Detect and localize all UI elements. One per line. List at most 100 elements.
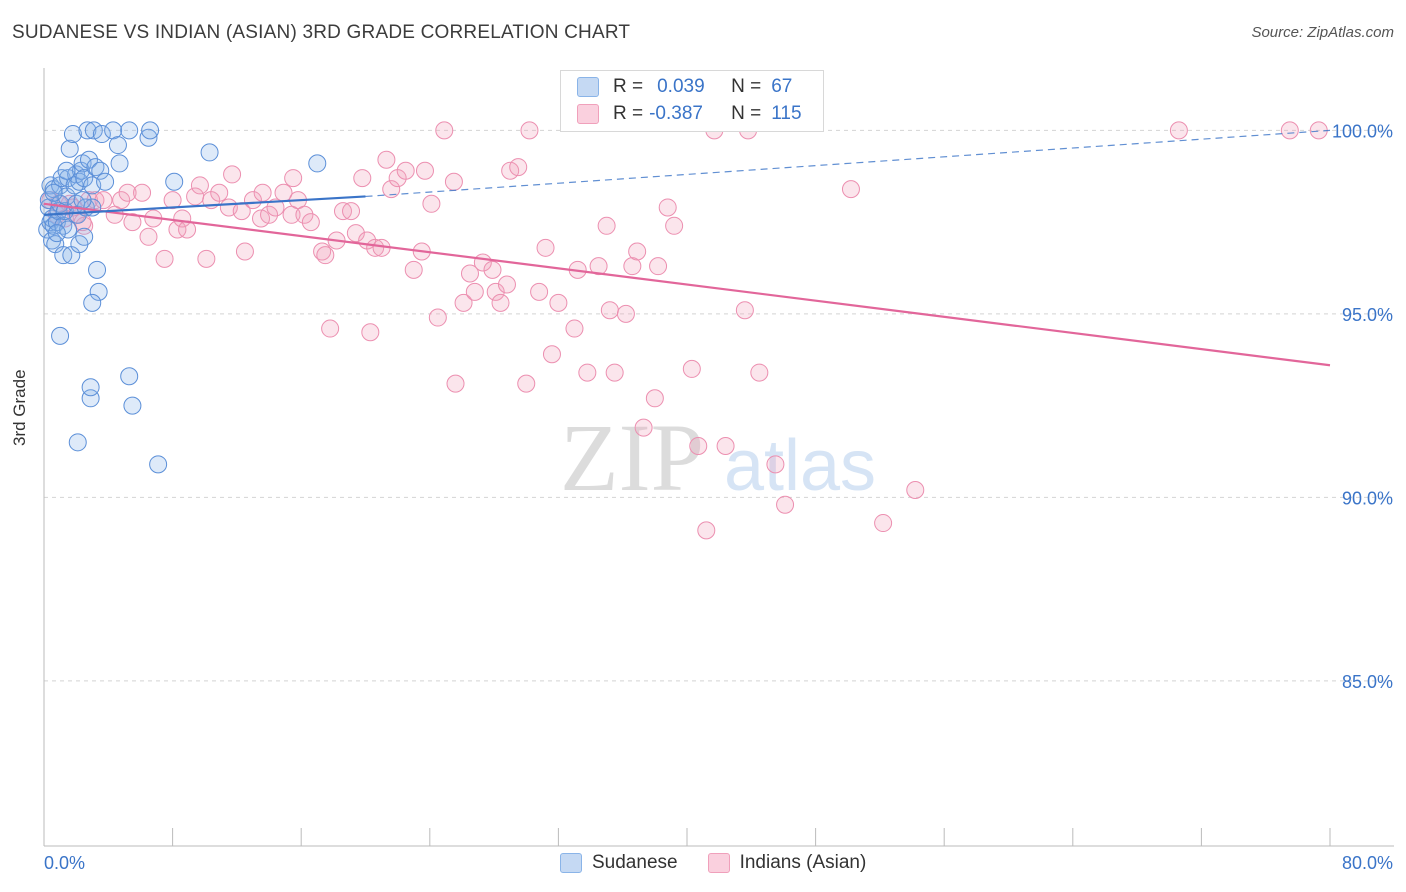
indian-point-104	[766, 455, 785, 474]
indian-point-50	[361, 323, 380, 342]
sudanese-trend-extension	[365, 129, 1331, 198]
indian-point-81	[565, 319, 584, 338]
indian-point-8	[94, 191, 113, 210]
indian-point-63	[444, 172, 463, 191]
indian-point-22	[190, 176, 209, 195]
indian-point-89	[623, 257, 642, 276]
sudanese-point-43	[91, 161, 110, 180]
sudanese-point-60	[68, 433, 87, 452]
sudanese-point-21	[60, 139, 79, 158]
indian-point-96	[682, 359, 701, 378]
indian-point-47	[346, 224, 365, 243]
indian-swatch	[577, 104, 599, 124]
indian-point-33	[260, 205, 279, 224]
sudanese-point-36	[80, 150, 99, 169]
sudanese-legend-label: Sudanese	[592, 852, 678, 873]
indian-point-59	[415, 161, 434, 180]
indian-legend-label: Indians (Asian)	[739, 852, 867, 873]
indian-legend-swatch	[707, 853, 730, 873]
sudanese-point-52	[165, 172, 184, 191]
sudanese-point-54	[308, 154, 327, 173]
indian-point-39	[295, 205, 314, 224]
indian-point-80	[549, 293, 568, 312]
indian-point-12	[123, 213, 142, 232]
sudanese-point-46	[104, 121, 123, 140]
sudanese-point-61	[149, 455, 168, 474]
indian-point-41	[313, 242, 332, 261]
indian-point-57	[404, 260, 423, 279]
indian-point-87	[605, 363, 624, 382]
x-tick-label-1: 80.0%	[1342, 853, 1393, 873]
indian-point-48	[353, 169, 372, 188]
indian-point-54	[382, 180, 401, 199]
indian-point-17	[163, 191, 182, 210]
indian-point-40	[301, 213, 320, 232]
indian-point-79	[542, 345, 561, 364]
indian-point-70	[486, 282, 505, 301]
indian-point-75	[517, 374, 536, 393]
sudanese-swatch	[577, 77, 599, 97]
indian-point-42	[316, 246, 335, 265]
indian-point-25	[210, 183, 229, 202]
sudanese-n-value: 67	[771, 76, 793, 97]
sudanese-point-42	[89, 282, 108, 301]
series-legend: Sudanese Indians (Asian)	[560, 852, 896, 874]
indian-point-30	[243, 191, 262, 210]
indian-point-65	[454, 293, 473, 312]
indian-point-67	[465, 282, 484, 301]
indian-point-91	[634, 418, 653, 437]
indian-point-62	[435, 121, 454, 140]
chart-title: SUDANESE VS INDIAN (ASIAN) 3RD GRADE COR…	[12, 22, 631, 43]
legend-row-sudanese: R = 0.039 N = 67	[577, 76, 792, 98]
sudanese-point-53	[200, 143, 219, 162]
sudanese-point-55	[51, 326, 70, 345]
indian-point-23	[197, 249, 216, 268]
indian-point-37	[284, 169, 303, 188]
indian-point-109	[1169, 121, 1188, 140]
indian-point-103	[750, 363, 769, 382]
indian-r-value: -0.387	[649, 103, 703, 124]
indian-point-60	[422, 194, 441, 213]
sudanese-point-50	[139, 128, 158, 147]
indian-point-108	[906, 481, 925, 500]
sudanese-r-value: 0.039	[657, 76, 705, 97]
indian-point-100	[716, 436, 735, 455]
indian-point-51	[366, 238, 385, 257]
sudanese-point-44	[92, 125, 111, 144]
y-tick-label-1: 90.0%	[1342, 488, 1393, 508]
sudanese-point-66	[73, 191, 92, 210]
indian-point-88	[616, 304, 635, 323]
legend-row-indian: R = -0.387 N = 115	[577, 103, 802, 125]
sudanese-point-56	[81, 389, 100, 408]
indian-point-83	[578, 363, 597, 382]
sudanese-point-64	[57, 161, 76, 180]
indian-point-64	[446, 374, 465, 393]
indian-point-13	[133, 183, 152, 202]
watermark-zip: ZIP	[560, 404, 704, 511]
sudanese-point-40	[86, 158, 105, 177]
indian-point-56	[396, 161, 415, 180]
sudanese-point-48	[110, 154, 129, 173]
sudanese-point-41	[88, 260, 107, 279]
indian-point-32	[253, 183, 272, 202]
sudanese-point-32	[75, 227, 94, 246]
y-tick-label-3: 100.0%	[1332, 121, 1393, 141]
indian-point-84	[589, 257, 608, 276]
indian-point-78	[536, 238, 555, 257]
indian-trend-line	[43, 202, 1331, 367]
sudanese-point-51	[141, 121, 160, 140]
indian-point-43	[321, 319, 340, 338]
indian-point-93	[649, 257, 668, 276]
indian-point-92	[645, 389, 664, 408]
indian-point-29	[235, 242, 254, 261]
indian-point-107	[874, 514, 893, 533]
sudanese-point-15	[54, 216, 73, 235]
indian-point-69	[483, 260, 502, 279]
sudanese-point-62	[83, 293, 102, 312]
sudanese-point-63	[44, 183, 63, 202]
sudanese-point-23	[63, 125, 82, 144]
legend-item-sudanese: Sudanese	[560, 852, 678, 874]
source-label: Source: ZipAtlas.com	[1251, 24, 1394, 41]
indian-n-value: 115	[771, 103, 802, 124]
